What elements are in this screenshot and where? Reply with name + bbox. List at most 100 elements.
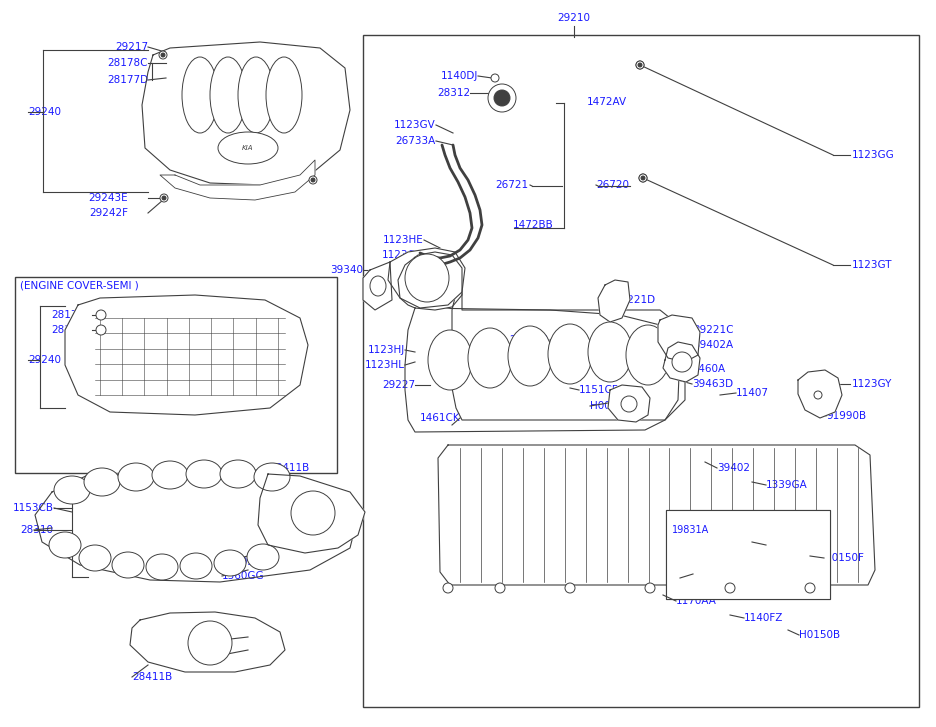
Ellipse shape bbox=[488, 84, 516, 112]
Polygon shape bbox=[663, 342, 699, 382]
Ellipse shape bbox=[548, 324, 592, 384]
Text: 28321A: 28321A bbox=[509, 335, 549, 345]
Polygon shape bbox=[388, 248, 464, 308]
Text: 11407: 11407 bbox=[735, 388, 768, 398]
Text: 28178C: 28178C bbox=[108, 58, 148, 68]
Polygon shape bbox=[160, 160, 314, 200]
Ellipse shape bbox=[247, 544, 279, 570]
Ellipse shape bbox=[118, 463, 154, 491]
Ellipse shape bbox=[636, 61, 643, 69]
Ellipse shape bbox=[152, 461, 188, 489]
Ellipse shape bbox=[637, 63, 641, 67]
Text: 28178C: 28178C bbox=[51, 310, 92, 320]
Ellipse shape bbox=[564, 583, 575, 593]
Text: 1153CB: 1153CB bbox=[13, 503, 54, 513]
Ellipse shape bbox=[95, 310, 106, 320]
Ellipse shape bbox=[159, 51, 167, 59]
Text: 1140FZ: 1140FZ bbox=[743, 613, 782, 623]
Ellipse shape bbox=[636, 61, 643, 69]
Text: 26721: 26721 bbox=[494, 180, 528, 190]
Polygon shape bbox=[437, 445, 874, 585]
Text: 28411B: 28411B bbox=[269, 463, 309, 473]
Ellipse shape bbox=[213, 550, 246, 576]
Polygon shape bbox=[35, 470, 358, 582]
Text: 28312: 28312 bbox=[436, 88, 470, 98]
Text: 1339GA: 1339GA bbox=[766, 480, 807, 490]
Ellipse shape bbox=[161, 53, 165, 57]
Text: KIA: KIA bbox=[242, 145, 254, 151]
Bar bbox=[15, 277, 337, 473]
Ellipse shape bbox=[588, 322, 631, 382]
Text: 28310: 28310 bbox=[20, 525, 53, 535]
Text: 39402A: 39402A bbox=[693, 340, 732, 350]
Ellipse shape bbox=[638, 174, 647, 182]
Text: H0150F: H0150F bbox=[823, 553, 863, 563]
Text: 29225A: 29225A bbox=[416, 257, 456, 267]
Text: 29240: 29240 bbox=[28, 355, 61, 365]
Text: 28177D: 28177D bbox=[51, 325, 92, 335]
Text: 28411B: 28411B bbox=[132, 672, 172, 682]
Ellipse shape bbox=[724, 583, 734, 593]
Ellipse shape bbox=[54, 476, 90, 504]
Ellipse shape bbox=[79, 545, 110, 571]
Text: (ENGINE COVER-SEMI ): (ENGINE COVER-SEMI ) bbox=[20, 280, 139, 290]
Text: 39460: 39460 bbox=[766, 540, 798, 550]
Text: 1123GT: 1123GT bbox=[851, 260, 892, 270]
Text: H0095B: H0095B bbox=[590, 401, 631, 411]
Text: 1123HJ: 1123HJ bbox=[367, 345, 404, 355]
Ellipse shape bbox=[428, 330, 472, 390]
Polygon shape bbox=[797, 370, 841, 418]
Text: 29223: 29223 bbox=[693, 569, 725, 579]
Bar bbox=[665, 510, 829, 599]
Polygon shape bbox=[451, 268, 684, 420]
Ellipse shape bbox=[112, 552, 144, 578]
Ellipse shape bbox=[162, 196, 166, 200]
Bar bbox=[665, 510, 829, 599]
Ellipse shape bbox=[160, 194, 168, 202]
Polygon shape bbox=[142, 42, 350, 185]
Text: 1123GV: 1123GV bbox=[394, 120, 435, 130]
Ellipse shape bbox=[180, 553, 212, 579]
Ellipse shape bbox=[644, 583, 654, 593]
Polygon shape bbox=[398, 252, 461, 310]
Text: 29217: 29217 bbox=[115, 42, 148, 52]
Ellipse shape bbox=[621, 396, 636, 412]
Ellipse shape bbox=[804, 583, 814, 593]
Ellipse shape bbox=[507, 326, 551, 386]
Ellipse shape bbox=[640, 176, 644, 180]
Ellipse shape bbox=[494, 583, 505, 593]
Text: 1123HL: 1123HL bbox=[365, 360, 404, 370]
Polygon shape bbox=[257, 474, 365, 553]
Text: 1360GG: 1360GG bbox=[222, 571, 264, 581]
Text: H0150B: H0150B bbox=[798, 630, 840, 640]
Text: 1360GG: 1360GG bbox=[222, 650, 264, 660]
Ellipse shape bbox=[309, 176, 316, 184]
Text: 29210: 29210 bbox=[557, 13, 590, 23]
Ellipse shape bbox=[493, 90, 509, 106]
Text: 1461CK: 1461CK bbox=[419, 413, 460, 423]
Text: 1472AV: 1472AV bbox=[586, 97, 626, 107]
Text: 1310SA: 1310SA bbox=[222, 557, 262, 567]
Text: 1123GZ: 1123GZ bbox=[382, 250, 424, 260]
Text: 39463D: 39463D bbox=[692, 379, 732, 389]
Ellipse shape bbox=[238, 57, 273, 133]
Ellipse shape bbox=[182, 57, 218, 133]
Text: 29215: 29215 bbox=[55, 484, 88, 494]
Text: 19831A: 19831A bbox=[715, 525, 755, 535]
Ellipse shape bbox=[254, 463, 289, 491]
Text: 29242F: 29242F bbox=[89, 208, 128, 218]
Ellipse shape bbox=[218, 132, 278, 164]
Ellipse shape bbox=[625, 325, 669, 385]
Ellipse shape bbox=[467, 328, 511, 388]
Polygon shape bbox=[362, 262, 391, 310]
Text: 28177D: 28177D bbox=[107, 75, 148, 85]
Ellipse shape bbox=[404, 254, 448, 302]
Text: 1123HE: 1123HE bbox=[383, 235, 424, 245]
Ellipse shape bbox=[671, 352, 692, 372]
Polygon shape bbox=[607, 385, 650, 422]
Polygon shape bbox=[597, 280, 629, 322]
Ellipse shape bbox=[443, 583, 452, 593]
Ellipse shape bbox=[95, 325, 106, 335]
Polygon shape bbox=[130, 612, 285, 672]
Text: 39340: 39340 bbox=[329, 265, 362, 275]
